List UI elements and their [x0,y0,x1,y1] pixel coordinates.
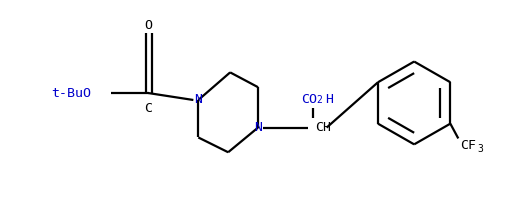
Text: 3: 3 [477,144,483,154]
Text: O: O [145,19,153,32]
Text: H: H [325,94,332,106]
Text: CO: CO [301,94,317,106]
Text: t-BuO: t-BuO [51,87,91,100]
Text: N: N [194,94,202,106]
Text: C: C [145,102,153,115]
Text: CH: CH [315,121,331,134]
Text: N: N [254,121,262,134]
Text: 2: 2 [316,95,322,105]
Text: CF: CF [460,139,476,152]
